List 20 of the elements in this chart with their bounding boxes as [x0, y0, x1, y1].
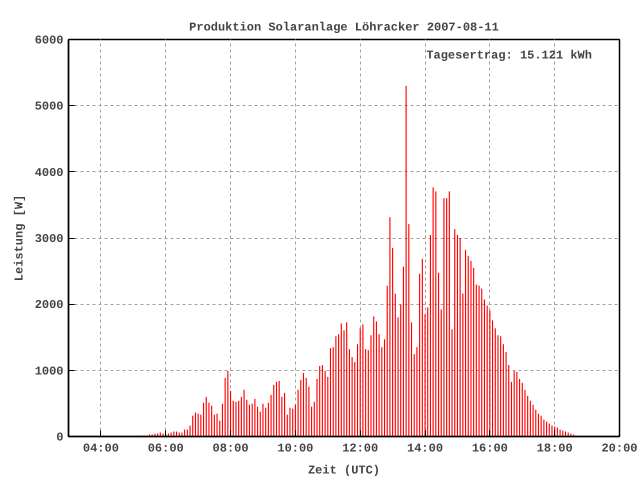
annotation: Tagesertrag: 15.121 kWh: [426, 48, 592, 62]
x-tick-label: 16:00: [472, 442, 508, 456]
x-tick-label: 12:00: [342, 442, 378, 456]
x-tick-label: 14:00: [407, 442, 444, 456]
y-tick-label: 2000: [34, 298, 64, 312]
x-tick-label: 20:00: [601, 442, 638, 456]
y-tick-label: 3000: [34, 232, 64, 246]
y-tick-label: 0: [56, 430, 64, 444]
x-tick-label: 04:00: [82, 442, 119, 456]
x-tick-label: 08:00: [212, 442, 249, 456]
x-tick-label: 10:00: [277, 442, 314, 456]
y-tick-label: 1000: [34, 364, 64, 378]
x-axis-title: Zeit (UTC): [308, 464, 380, 478]
y-tick-label: 4000: [34, 166, 64, 180]
chart-title: Produktion Solaranlage Löhracker 2007-08-11: [189, 20, 499, 34]
y-tick-label: 6000: [34, 34, 64, 48]
x-tick-label: 06:00: [148, 442, 184, 456]
x-tick-label: 18:00: [536, 442, 573, 456]
y-axis-title: Leistung [W]: [12, 194, 27, 282]
y-tick-label: 5000: [34, 100, 64, 114]
